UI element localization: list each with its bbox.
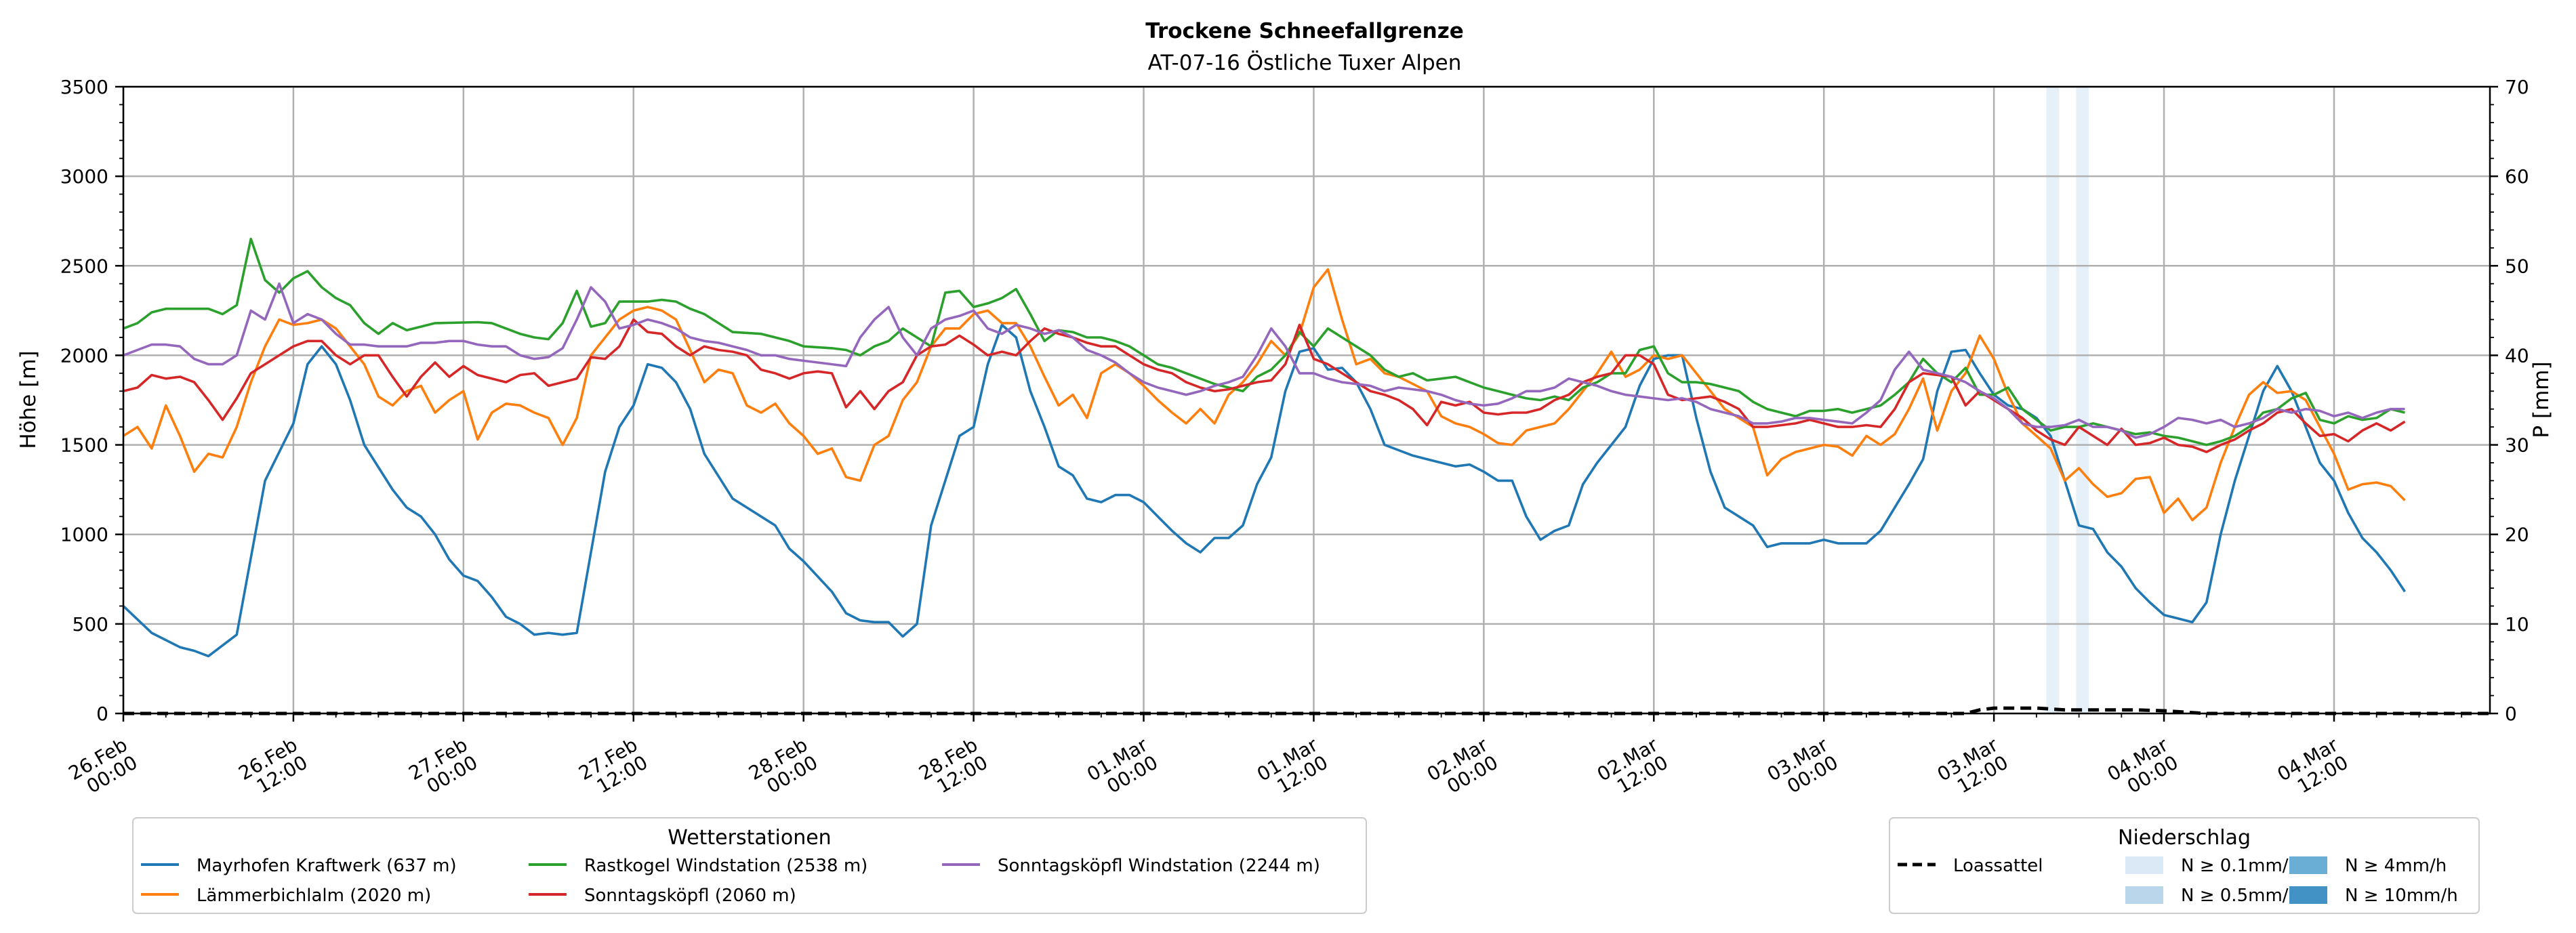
precip-legend-label-0: N ≥ 0.1mm/h (2181, 856, 2299, 876)
station-legend: Wetterstationen Mayrhofen Kraftwerk (637… (132, 817, 1367, 914)
precip-legend-swatch-3 (2289, 886, 2327, 904)
y-tick-labels: 0 500 1000 1500 2000 2500 3000 3500 (60, 76, 108, 725)
ytick-label-7: 3500 (60, 76, 108, 98)
station-legend-frame (132, 817, 1367, 914)
ytick-label-3: 1500 (60, 434, 108, 457)
y2tick-label-5: 50 (2505, 255, 2529, 277)
station-legend-title: Wetterstationen (668, 826, 831, 850)
precip-legend: Niederschlag Loassattel N ≥ 0.1mm/hN ≥ 0… (1889, 817, 2480, 914)
precip-legend-items: N ≥ 0.1mm/h N ≥ 0.5mm/h N ≥ 4mm/h N ≥ 10mm/… (2125, 856, 2458, 906)
station-legend-items: Mayrhofen Kraftwerk (637 m) Lämmerbichlal… (141, 856, 1320, 906)
y2tick-label-1: 10 (2505, 613, 2529, 636)
grid-lines (122, 85, 2490, 715)
precip-legend-label-3: N ≥ 10mm/h (2345, 886, 2458, 906)
precip-legend-title: Niederschlag (2118, 826, 2251, 850)
series-line-3 (123, 318, 2406, 453)
precip-legend-label-2: N ≥ 4mm/h (2345, 856, 2447, 876)
precip-legend-frame (1889, 817, 2480, 914)
y2tick-label-2: 20 (2505, 524, 2529, 546)
station-legend-label-1: Lämmerbichlalm (2020 m) (197, 886, 431, 906)
axis-ticks (115, 85, 2498, 722)
ytick-label-4: 2000 (60, 344, 108, 367)
precip-legend-swatch-0 (2125, 856, 2163, 874)
station-legend-label-2: Rastkogel Windstation (2538 m) (584, 856, 867, 876)
series-line-1 (123, 268, 2406, 522)
series-lines (122, 237, 2407, 658)
series-line-2 (123, 237, 2405, 447)
ytick-label-0: 0 (96, 703, 108, 725)
precip-legend-label-1: N ≥ 0.5mm/h (2181, 886, 2299, 906)
y2tick-label-4: 40 (2505, 344, 2529, 367)
precipitation-bands (2046, 87, 2089, 713)
chart-title: Trockene Schneefallgrenze (1145, 19, 1464, 43)
ytick-label-5: 2500 (60, 255, 108, 277)
y2-tick-labels: 0 10 20 30 40 50 60 70 (2505, 76, 2529, 725)
ytick-label-2: 1000 (60, 524, 108, 546)
y2tick-label-0: 0 (2505, 703, 2517, 725)
ytick-label-6: 3000 (60, 165, 108, 188)
plot-frame (122, 85, 2491, 715)
precip-legend-swatch-1 (2125, 886, 2163, 904)
precip-band-0 (2046, 87, 2060, 713)
precip-legend-line-label: Loassattel (1953, 856, 2043, 876)
series-line-4 (123, 282, 2405, 439)
station-legend-label-4: Sonntagsköpfl Windstation (2244 m) (998, 856, 1320, 876)
y2tick-label-7: 70 (2505, 76, 2529, 98)
chart-subtitle: AT-07-16 Östliche Tuxer Alpen (1148, 50, 1462, 75)
ytick-label-1: 500 (73, 613, 108, 636)
precip-legend-swatch-2 (2289, 856, 2327, 874)
station-legend-label-0: Mayrhofen Kraftwerk (637 m) (197, 856, 457, 876)
y2tick-label-3: 30 (2505, 434, 2529, 457)
y-axis-label: Höhe [m] (16, 350, 41, 449)
y2-axis-label: P [mm] (2529, 361, 2554, 438)
precip-band-1 (2076, 87, 2089, 713)
y2tick-label-6: 60 (2505, 165, 2529, 188)
station-legend-label-3: Sonntagsköpfl (2060 m) (584, 886, 796, 906)
